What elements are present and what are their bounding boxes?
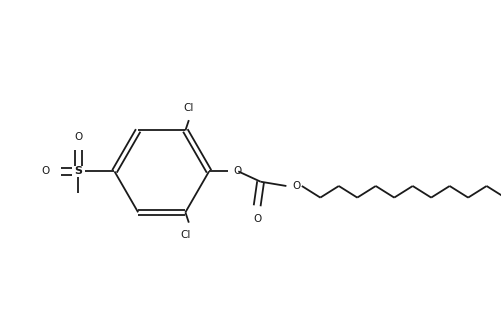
Text: O: O [233,166,241,176]
Text: O: O [41,166,49,176]
Text: S: S [75,166,82,176]
Text: Cl: Cl [183,103,194,113]
Text: Cl: Cl [180,230,191,240]
Text: O: O [292,181,301,191]
Text: O: O [253,214,261,224]
Text: O: O [74,132,83,142]
